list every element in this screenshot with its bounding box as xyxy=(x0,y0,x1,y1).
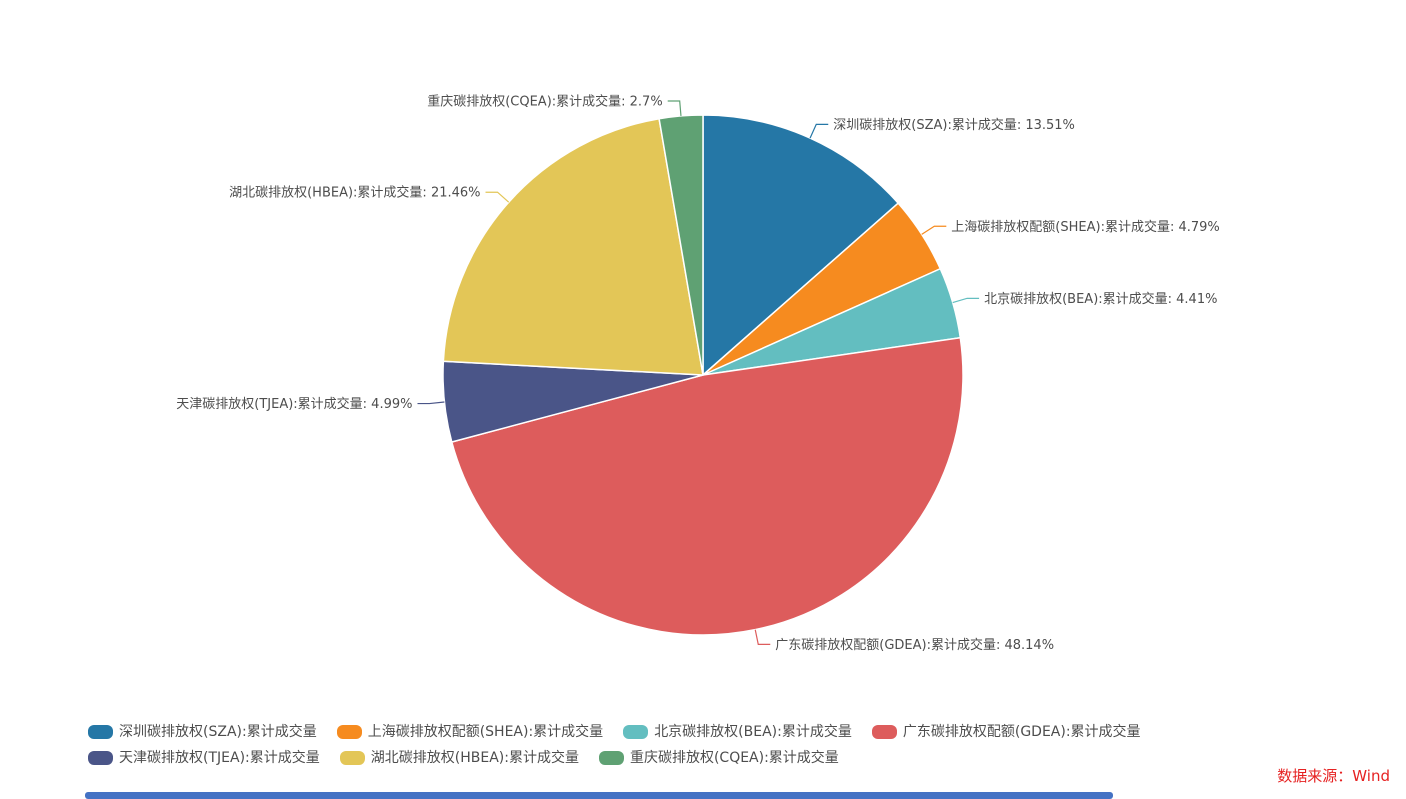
legend-item-label: 上海碳排放权配额(SHEA):累计成交量 xyxy=(367,724,604,740)
legend-item-gdea[interactable]: 广东碳排放权配额(GDEA):累计成交量 xyxy=(871,724,1141,740)
label-leader-line-sza xyxy=(809,123,829,139)
legend-marker-icon xyxy=(336,725,362,739)
legend-item-sza[interactable]: 深圳碳排放权(SZA):累计成交量 xyxy=(88,724,317,740)
label-leader-line-bea xyxy=(952,297,980,304)
pie-slice-gdea[interactable] xyxy=(451,336,964,636)
pie-label-sza: 深圳碳排放权(SZA):累计成交量: 13.51% xyxy=(833,117,1075,133)
pie-label-tjea: 天津碳排放权(TJEA):累计成交量: 4.99% xyxy=(176,396,412,412)
label-leader-line-hbea xyxy=(485,191,510,203)
legend-item-label: 湖北碳排放权(HBEA):累计成交量 xyxy=(370,750,579,766)
legend-item-label: 广东碳排放权配额(GDEA):累计成交量 xyxy=(902,724,1141,740)
pie-label-bea: 北京碳排放权(BEA):累计成交量: 4.41% xyxy=(984,291,1217,307)
legend-item-tjea[interactable]: 天津碳排放权(TJEA):累计成交量 xyxy=(88,750,320,766)
legend-marker-icon xyxy=(598,751,624,765)
data-source-note: 数据来源：Wind xyxy=(1277,767,1390,785)
legend-item-label: 深圳碳排放权(SZA):累计成交量 xyxy=(119,724,317,740)
legend-marker-icon xyxy=(623,725,649,739)
label-leader-line-gdea xyxy=(754,629,771,645)
label-leader-line-shea xyxy=(921,225,947,235)
pie-slice-cqea[interactable] xyxy=(658,114,704,376)
pie-label-shea: 上海碳排放权配额(SHEA):累计成交量: 4.79% xyxy=(951,219,1219,235)
legend-item-label: 重庆碳排放权(CQEA):累计成交量 xyxy=(629,750,839,766)
pie-label-hbea: 湖北碳排放权(HBEA):累计成交量: 21.46% xyxy=(229,185,480,201)
legend-marker-icon xyxy=(88,725,113,739)
legend-item-shea[interactable]: 上海碳排放权配额(SHEA):累计成交量 xyxy=(336,724,604,740)
legend-item-cqea[interactable]: 重庆碳排放权(CQEA):累计成交量 xyxy=(598,750,839,766)
legend-marker-icon xyxy=(88,751,113,765)
legend-item-label: 北京碳排放权(BEA):累计成交量 xyxy=(654,724,852,740)
pie-slice-sza[interactable] xyxy=(702,114,899,376)
legend-marker-icon xyxy=(871,725,897,739)
label-leader-line-cqea xyxy=(667,100,682,116)
chart-legend: 深圳碳排放权(SZA):累计成交量 上海碳排放权配额(SHEA):累计成交量 北京碳… xyxy=(88,724,1343,766)
pie-slice-hbea[interactable] xyxy=(442,117,704,376)
horizontal-scrollbar-thumb[interactable] xyxy=(85,792,1113,799)
pie-chart: 深圳碳排放权(SZA):累计成交量: 13.51% 上海碳排放权配额(SHEA):… xyxy=(176,93,1220,653)
pie-label-cqea: 重庆碳排放权(CQEA):累计成交量: 2.7% xyxy=(427,93,662,109)
legend-item-hbea[interactable]: 湖北碳排放权(HBEA):累计成交量 xyxy=(339,750,579,766)
label-leader-line-tjea xyxy=(417,401,445,405)
legend-item-label: 天津碳排放权(TJEA):累计成交量 xyxy=(119,750,320,766)
legend-item-bea[interactable]: 北京碳排放权(BEA):累计成交量 xyxy=(623,724,852,740)
legend-marker-icon xyxy=(339,751,365,765)
pie-label-gdea: 广东碳排放权配额(GDEA):累计成交量: 48.14% xyxy=(775,637,1054,653)
